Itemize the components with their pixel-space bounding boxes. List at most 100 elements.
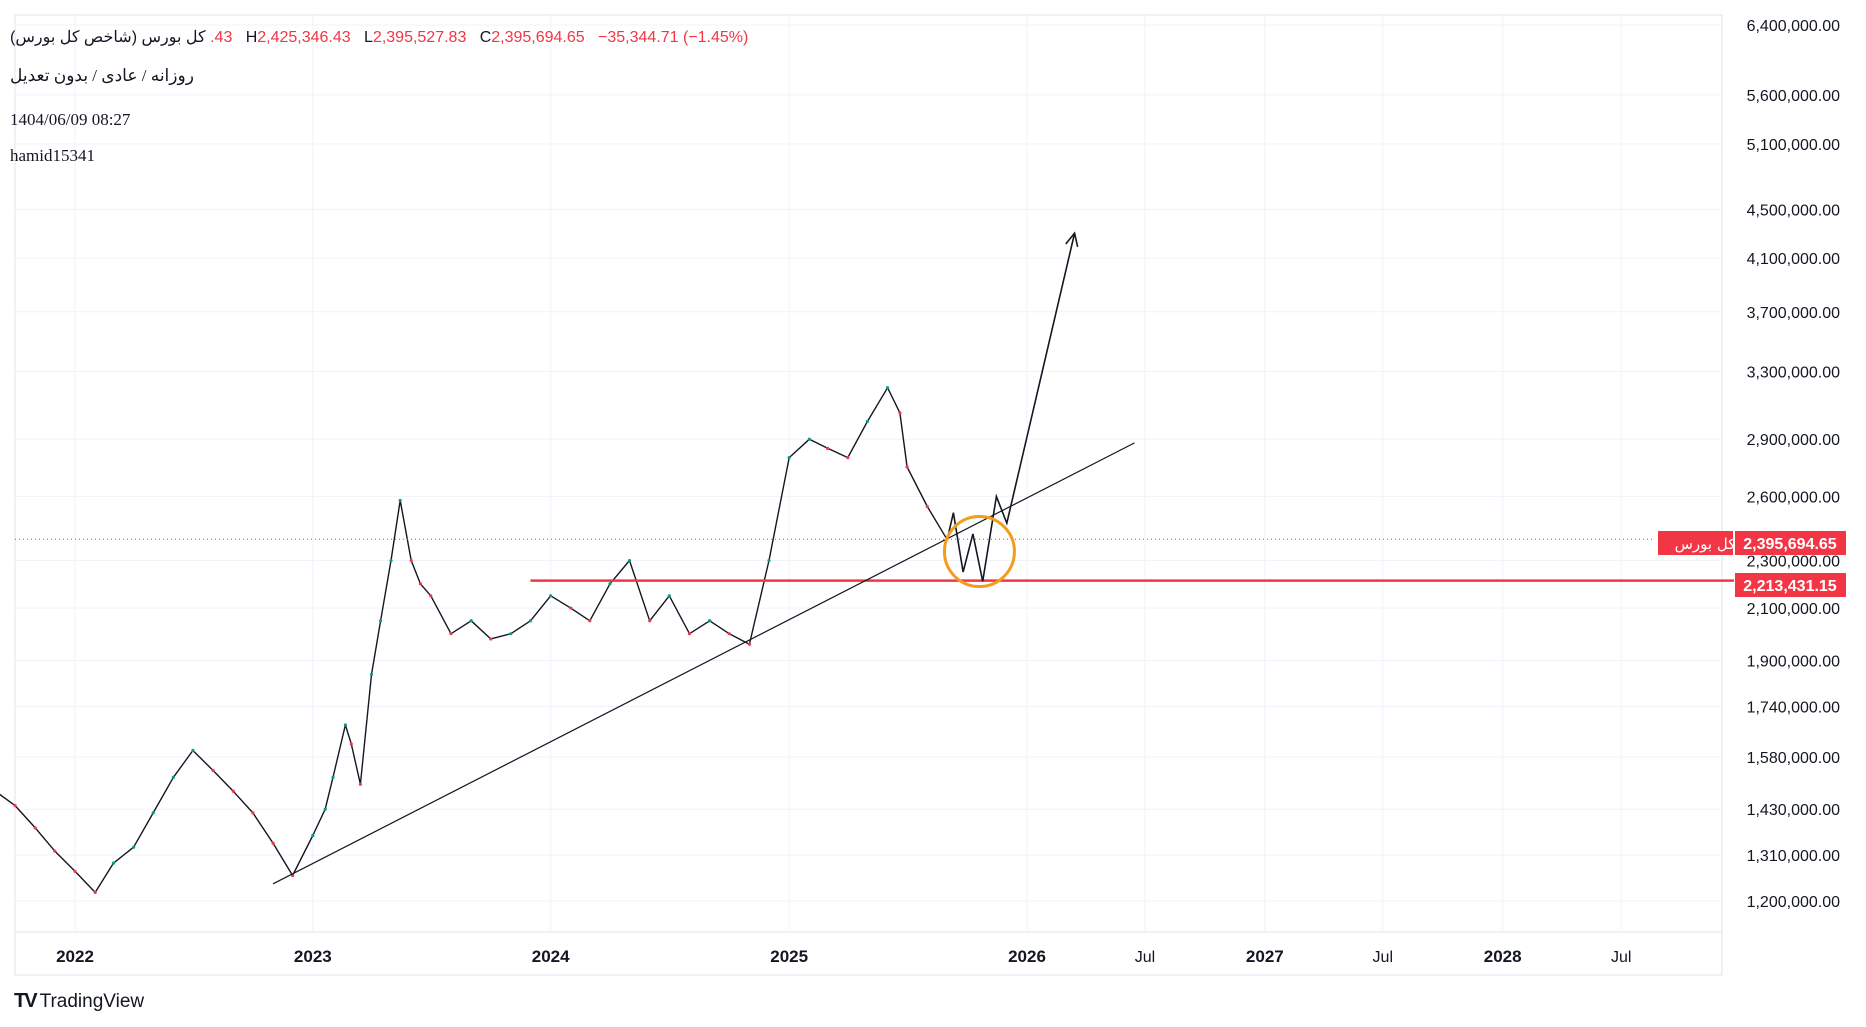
- y-tick-label: 2,600,000.00: [1747, 489, 1841, 506]
- price-point: [509, 632, 513, 636]
- tradingview-logo[interactable]: TV TradingView: [14, 990, 144, 1013]
- price-point: [311, 833, 315, 838]
- y-tick-label: 1,740,000.00: [1747, 700, 1841, 717]
- price-point: [787, 456, 791, 460]
- price-point: [389, 558, 393, 563]
- high-prefix: H: [245, 29, 258, 46]
- x-tick-label: 2027: [1246, 947, 1284, 966]
- price-point: [549, 594, 553, 598]
- projection-arrow-head: [1065, 231, 1079, 247]
- x-tick-label: 2025: [770, 947, 808, 966]
- price-series-line: [0, 387, 948, 894]
- price-point: [349, 742, 353, 746]
- x-tick-label: Jul: [1611, 949, 1631, 966]
- support-level-badge-value: 2,213,431.15: [1743, 578, 1837, 595]
- high-value: 2,425,346.43: [257, 29, 351, 46]
- close-prefix: C: [479, 29, 492, 46]
- current-price-badge-name: کل بورس: [1675, 535, 1737, 553]
- price-point: [418, 582, 422, 586]
- price-point: [132, 845, 136, 849]
- y-tick-label: 2,900,000.00: [1747, 432, 1841, 449]
- price-point: [171, 775, 175, 779]
- price-point: [379, 619, 383, 623]
- y-tick-label: 3,700,000.00: [1747, 305, 1841, 322]
- price-point: [687, 632, 692, 636]
- price-point: [398, 498, 402, 503]
- price-point: [93, 890, 97, 894]
- plot-frame: [14, 14, 1723, 976]
- y-tick-label: 5,600,000.00: [1747, 88, 1841, 105]
- price-point: [648, 619, 652, 623]
- price-point: [33, 826, 37, 830]
- open-value: .43: [210, 29, 233, 46]
- author-name: hamid15341: [10, 146, 95, 165]
- price-point: [358, 782, 363, 786]
- price-point: [449, 632, 453, 636]
- y-tick-label: 5,100,000.00: [1747, 137, 1841, 154]
- price-point: [323, 807, 327, 811]
- x-tick-label: Jul: [1135, 949, 1155, 966]
- y-tick-label: 2,100,000.00: [1747, 601, 1841, 618]
- price-point: [271, 841, 275, 845]
- change-value: −35,344.71 (−1.45%): [598, 29, 749, 46]
- price-point: [369, 672, 374, 677]
- price-point: [727, 632, 731, 636]
- price-point: [13, 803, 17, 808]
- price-point: [627, 558, 632, 563]
- price-point: [111, 861, 116, 865]
- price-point: [53, 849, 57, 853]
- low-prefix: L: [364, 29, 373, 46]
- low-value: 2,395,527.83: [372, 29, 467, 46]
- price-point: [588, 619, 592, 623]
- y-tick-label: 6,400,000.00: [1747, 18, 1841, 35]
- tradingview-logo-icon: TV: [14, 990, 38, 1012]
- price-point: [429, 594, 433, 598]
- y-tick-label: 1,310,000.00: [1747, 848, 1841, 865]
- price-point: [469, 619, 473, 623]
- price-point: [231, 789, 235, 793]
- price-point: [251, 811, 255, 815]
- price-point: [667, 594, 671, 598]
- support-level-badge: 2,213,431.15: [1735, 573, 1846, 597]
- current-price-badge-value: 2,395,694.65: [1743, 536, 1837, 553]
- price-point: [211, 768, 215, 773]
- time-axis[interactable]: 2022 2023 2024 2025 2026 Jul 2027 Jul 2028 Jul: [56, 947, 1631, 966]
- x-tick-label: 2028: [1484, 947, 1522, 966]
- price-point: [343, 723, 348, 727]
- x-tick-label: Jul: [1373, 949, 1393, 966]
- highlight-circle: [942, 515, 1016, 589]
- tradingview-logo-text: TradingView: [39, 990, 145, 1012]
- chart-plot-area: [0, 386, 949, 894]
- price-point: [747, 642, 752, 646]
- price-point: [826, 446, 830, 450]
- price-point: [767, 558, 771, 563]
- y-tick-label: 4,100,000.00: [1747, 251, 1841, 268]
- x-tick-label: 2026: [1008, 947, 1046, 966]
- price-point: [191, 748, 195, 753]
- chart-grid: [14, 14, 1723, 976]
- price-axis[interactable]: 6,400,000.00 5,600,000.00 5,100,000.00 4,50…: [1747, 18, 1841, 911]
- price-point: [807, 437, 811, 441]
- y-tick-label: 3,300,000.00: [1747, 365, 1841, 382]
- price-point: [73, 869, 77, 873]
- price-point: [865, 419, 869, 424]
- symbol-name[interactable]: کل بورس (شاخص کل بورس): [10, 29, 206, 46]
- y-tick-label: 4,500,000.00: [1747, 202, 1841, 219]
- close-value: 2,395,694.65: [491, 29, 585, 46]
- price-point: [846, 456, 850, 460]
- y-tick-label: 2,300,000.00: [1747, 554, 1841, 571]
- price-point: [898, 411, 902, 415]
- y-tick-label: 1,900,000.00: [1747, 654, 1841, 671]
- ascending-trendline: [272, 442, 1135, 885]
- price-point: [331, 775, 335, 779]
- y-tick-label: 1,430,000.00: [1747, 802, 1841, 819]
- price-point: [569, 606, 573, 610]
- current-price-badge: کل بورس 2,395,694.65: [1658, 531, 1846, 555]
- x-tick-label: 2023: [294, 947, 332, 966]
- x-tick-label: 2024: [532, 947, 570, 966]
- x-tick-label: 2022: [56, 947, 94, 966]
- timestamp: 1404/06/09 08:27: [10, 110, 131, 129]
- price-point: [528, 619, 533, 623]
- y-tick-label: 1,580,000.00: [1747, 750, 1841, 767]
